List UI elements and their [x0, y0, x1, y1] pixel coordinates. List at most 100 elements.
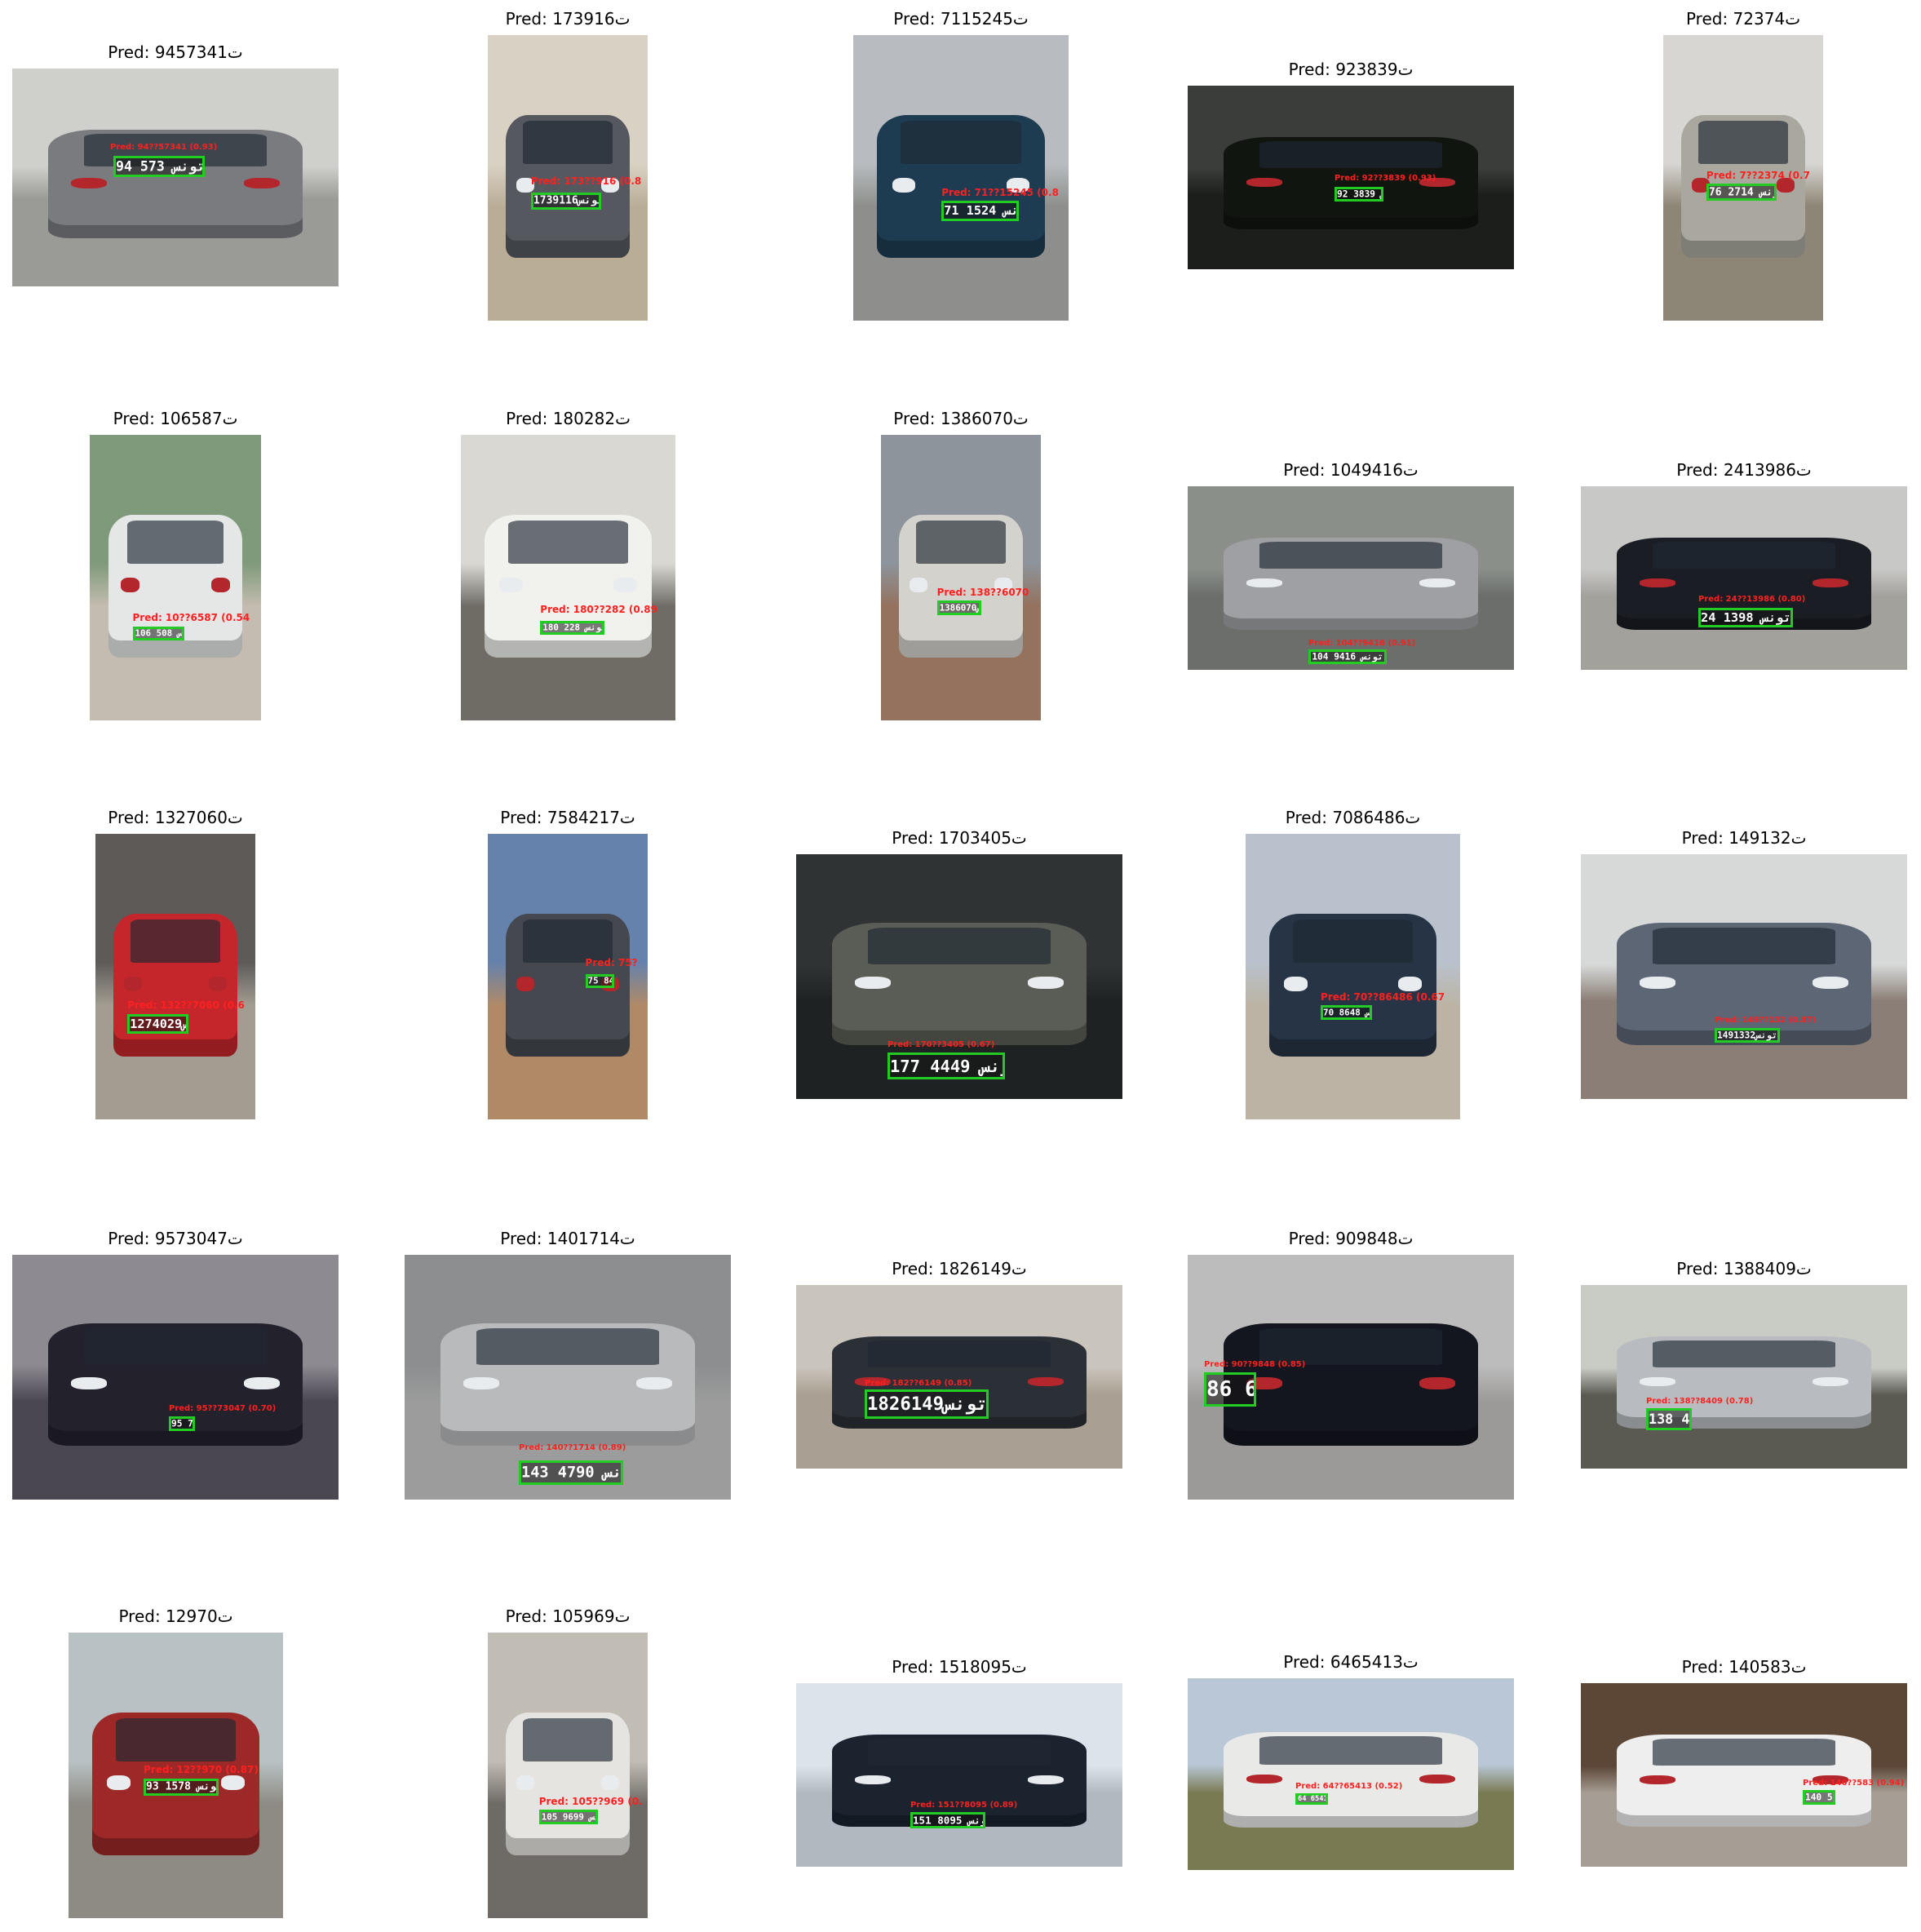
- car-light-icon: [516, 977, 534, 991]
- car-light-icon: [1640, 1775, 1675, 1784]
- panel-caption: Pred: 105ت969: [505, 1606, 631, 1626]
- car-photo: 106 تونس 508 Pred: 10??6587 (0.54: [90, 435, 261, 720]
- overlay-prediction-label: Pred: 64??65413 (0.52): [1295, 1781, 1403, 1791]
- car-light-icon: [601, 178, 619, 193]
- overlay-prediction-label: Pred: 104??9416 (0.91): [1308, 638, 1416, 648]
- plate-number: 138تونس6070: [939, 602, 980, 614]
- plate-number: 105 تونس 9699: [541, 1811, 596, 1823]
- car-photo: 93 تونس 1578 Pred: 12??970 (0.87): [69, 1633, 283, 1918]
- car-photo: 71 تونس 1524 Pred: 71??15245 (0.8: [853, 35, 1069, 321]
- car-photo: 105 تونس 9699 Pred: 105??969 (0.: [488, 1633, 648, 1918]
- plate-number: 75 تونس 842: [587, 975, 612, 986]
- prediction-panel: Pred: 10ت6587 106 تونس 508 Pred: 10??6587 …: [90, 402, 261, 720]
- plate-number: 138 تونس 4820: [1649, 1411, 1689, 1428]
- car-photo: 177 تونس 4449 Pred: 170??3405 (0.67): [796, 854, 1122, 1099]
- plate-number: 70 تونس 8648: [1323, 1007, 1370, 1018]
- license-plate-box: 143 تونس 4790: [519, 1460, 623, 1485]
- windshield-icon: [1652, 541, 1836, 569]
- overlay-prediction-label: Pred: 10??6587 (0.54: [132, 612, 250, 623]
- prediction-panel: Pred: 138ت6070 138تونس6070 Pred: 138??6070: [881, 402, 1041, 720]
- plate-number: 182تونس6149: [867, 1394, 986, 1416]
- panel-caption: Pred: 12ت970: [118, 1606, 233, 1626]
- car-light-icon: [855, 1775, 891, 1784]
- prediction-panel: Pred: 140ت583 140 تونس 583 Pred: 140??583 …: [1581, 1651, 1907, 1867]
- car-photo: 92 تونس 3839 Pred: 92??3839 (0.93): [1188, 86, 1514, 269]
- plate-number: 140 تونس 583: [1805, 1792, 1833, 1802]
- panel-caption: Pred: 151ت8095: [892, 1657, 1027, 1677]
- car-light-icon: [1777, 178, 1795, 193]
- car-light-icon: [1640, 578, 1675, 587]
- overlay-prediction-label: Pred: 151??8095 (0.89): [910, 1801, 1018, 1810]
- license-plate-box: 140 تونس 583: [1803, 1789, 1835, 1805]
- panel-caption: Pred: 140ت583: [1681, 1657, 1807, 1677]
- license-plate-box: 173تونس9116: [530, 192, 602, 210]
- panel-caption: Pred: 71ت15245: [893, 9, 1029, 29]
- panel-caption: Pred: 90ت9848: [1288, 1229, 1414, 1248]
- car-light-icon: [244, 1377, 280, 1389]
- car-light-icon: [120, 578, 139, 592]
- car-light-icon: [1692, 178, 1710, 193]
- prediction-panel: Pred: 105ت969 105 تونس 9699 Pred: 105??969…: [488, 1600, 648, 1918]
- car-light-icon: [994, 578, 1012, 592]
- overlay-prediction-label: Pred: 24??13986 (0.80): [1698, 594, 1806, 604]
- overlay-prediction-label: Pred: 182??6149 (0.85): [865, 1378, 972, 1388]
- car-light-icon: [1028, 1376, 1064, 1386]
- plate-number: 143 تونس 4790: [521, 1464, 621, 1482]
- overlay-prediction-label: Pred: 170??3405 (0.67): [887, 1040, 995, 1049]
- windshield-icon: [1697, 121, 1789, 164]
- license-plate-box: 151 تونس 8095: [910, 1811, 985, 1828]
- panel-caption: Pred: 94ت57341: [108, 42, 243, 62]
- license-plate-box: 92 تونس 3839: [1335, 186, 1383, 202]
- car-photo: 182تونس6149 Pred: 182??6149 (0.85): [796, 1285, 1122, 1469]
- panel-caption: Pred: 180ت282: [506, 409, 631, 428]
- license-plate-box: 106 تونس 508: [132, 626, 184, 640]
- prediction-panel: Pred: 70ت86486 70 تونس 8648 Pred: 70??8648…: [1246, 801, 1460, 1119]
- windshield-icon: [1259, 1735, 1443, 1765]
- panel-caption: Pred: 138ت8409: [1676, 1259, 1812, 1278]
- prediction-panel: Pred: 64ت65413 64 تونس 6541 Pred: 64??6541…: [1188, 1646, 1514, 1870]
- prediction-panel: Pred: 180ت282 180 تونس 228 Pred: 180??282 …: [461, 402, 675, 720]
- overlay-prediction-label: Pred: 180??282 (0.89: [540, 603, 658, 615]
- license-plate-box: 71 تونس 1524: [941, 201, 1020, 221]
- overlay-prediction-label: Pred: 138??6070: [936, 586, 1029, 598]
- license-plate-box: 93 تونس 1578: [144, 1778, 219, 1796]
- car-light-icon: [124, 977, 142, 991]
- car-photo: 138 تونس 4820 Pred: 138??8409 (0.78): [1581, 1285, 1907, 1469]
- car-light-icon: [855, 977, 891, 989]
- windshield-icon: [507, 521, 629, 564]
- car-light-icon: [1813, 977, 1848, 989]
- car-light-icon: [1419, 177, 1455, 187]
- windshield-icon: [130, 919, 221, 963]
- panel-caption: Pred: 140ت1714: [500, 1229, 635, 1248]
- panel-caption: Pred: 138ت6070: [893, 409, 1029, 428]
- prediction-panel: Pred: 95ت73047 95 تونس 7304 Pred: 95??7304…: [12, 1222, 339, 1500]
- windshield-icon: [83, 1328, 268, 1365]
- panel-caption: Pred: 10ت6587: [113, 409, 238, 428]
- car-photo: 95 تونس 7304 Pred: 95??73047 (0.70): [12, 1255, 339, 1500]
- overlay-prediction-label: Pred: 105??969 (0.: [538, 1795, 643, 1807]
- prediction-panel: Pred: 138ت8409 138 تونس 4820 Pred: 138??84…: [1581, 1252, 1907, 1469]
- car-light-icon: [1419, 1774, 1455, 1784]
- car-light-icon: [516, 1775, 534, 1790]
- car-photo: 75 تونس 842 Pred: 75?: [488, 834, 648, 1119]
- panel-caption: Pred: 95ت73047: [108, 1229, 243, 1248]
- overlay-prediction-label: Pred: 75?: [585, 956, 638, 968]
- windshield-icon: [1652, 1340, 1836, 1368]
- car-light-icon: [209, 977, 227, 991]
- prediction-panel: Pred: 173ت916 173تونس9116 Pred: 173??916 (…: [488, 2, 648, 321]
- car-light-icon: [1813, 1376, 1848, 1386]
- car-photo: 127تونس4029 Pred: 132??7060 (0.6: [95, 834, 255, 1119]
- windshield-icon: [115, 1718, 237, 1761]
- car-photo: 149تونس1332 Pred: 149??132 (0.87): [1581, 854, 1907, 1099]
- prediction-panel: Pred: 75ت84217 75 تونس 842 Pred: 75?: [488, 801, 648, 1119]
- license-plate-box: 24 تونس 1398: [1698, 607, 1793, 628]
- plate-number: 149تونس1332: [1717, 1030, 1777, 1041]
- panel-caption: Pred: 149ت132: [1681, 828, 1807, 848]
- license-plate-box: 76 تونس 2714: [1706, 184, 1777, 201]
- car-light-icon: [1028, 977, 1064, 989]
- plate-number: 151 تونس 8095: [913, 1814, 983, 1827]
- license-plate-box: 149تونس1332: [1715, 1028, 1780, 1043]
- license-plate-box: 138تونس6070: [936, 600, 982, 615]
- car-light-icon: [1006, 178, 1030, 193]
- car-light-icon: [910, 578, 927, 592]
